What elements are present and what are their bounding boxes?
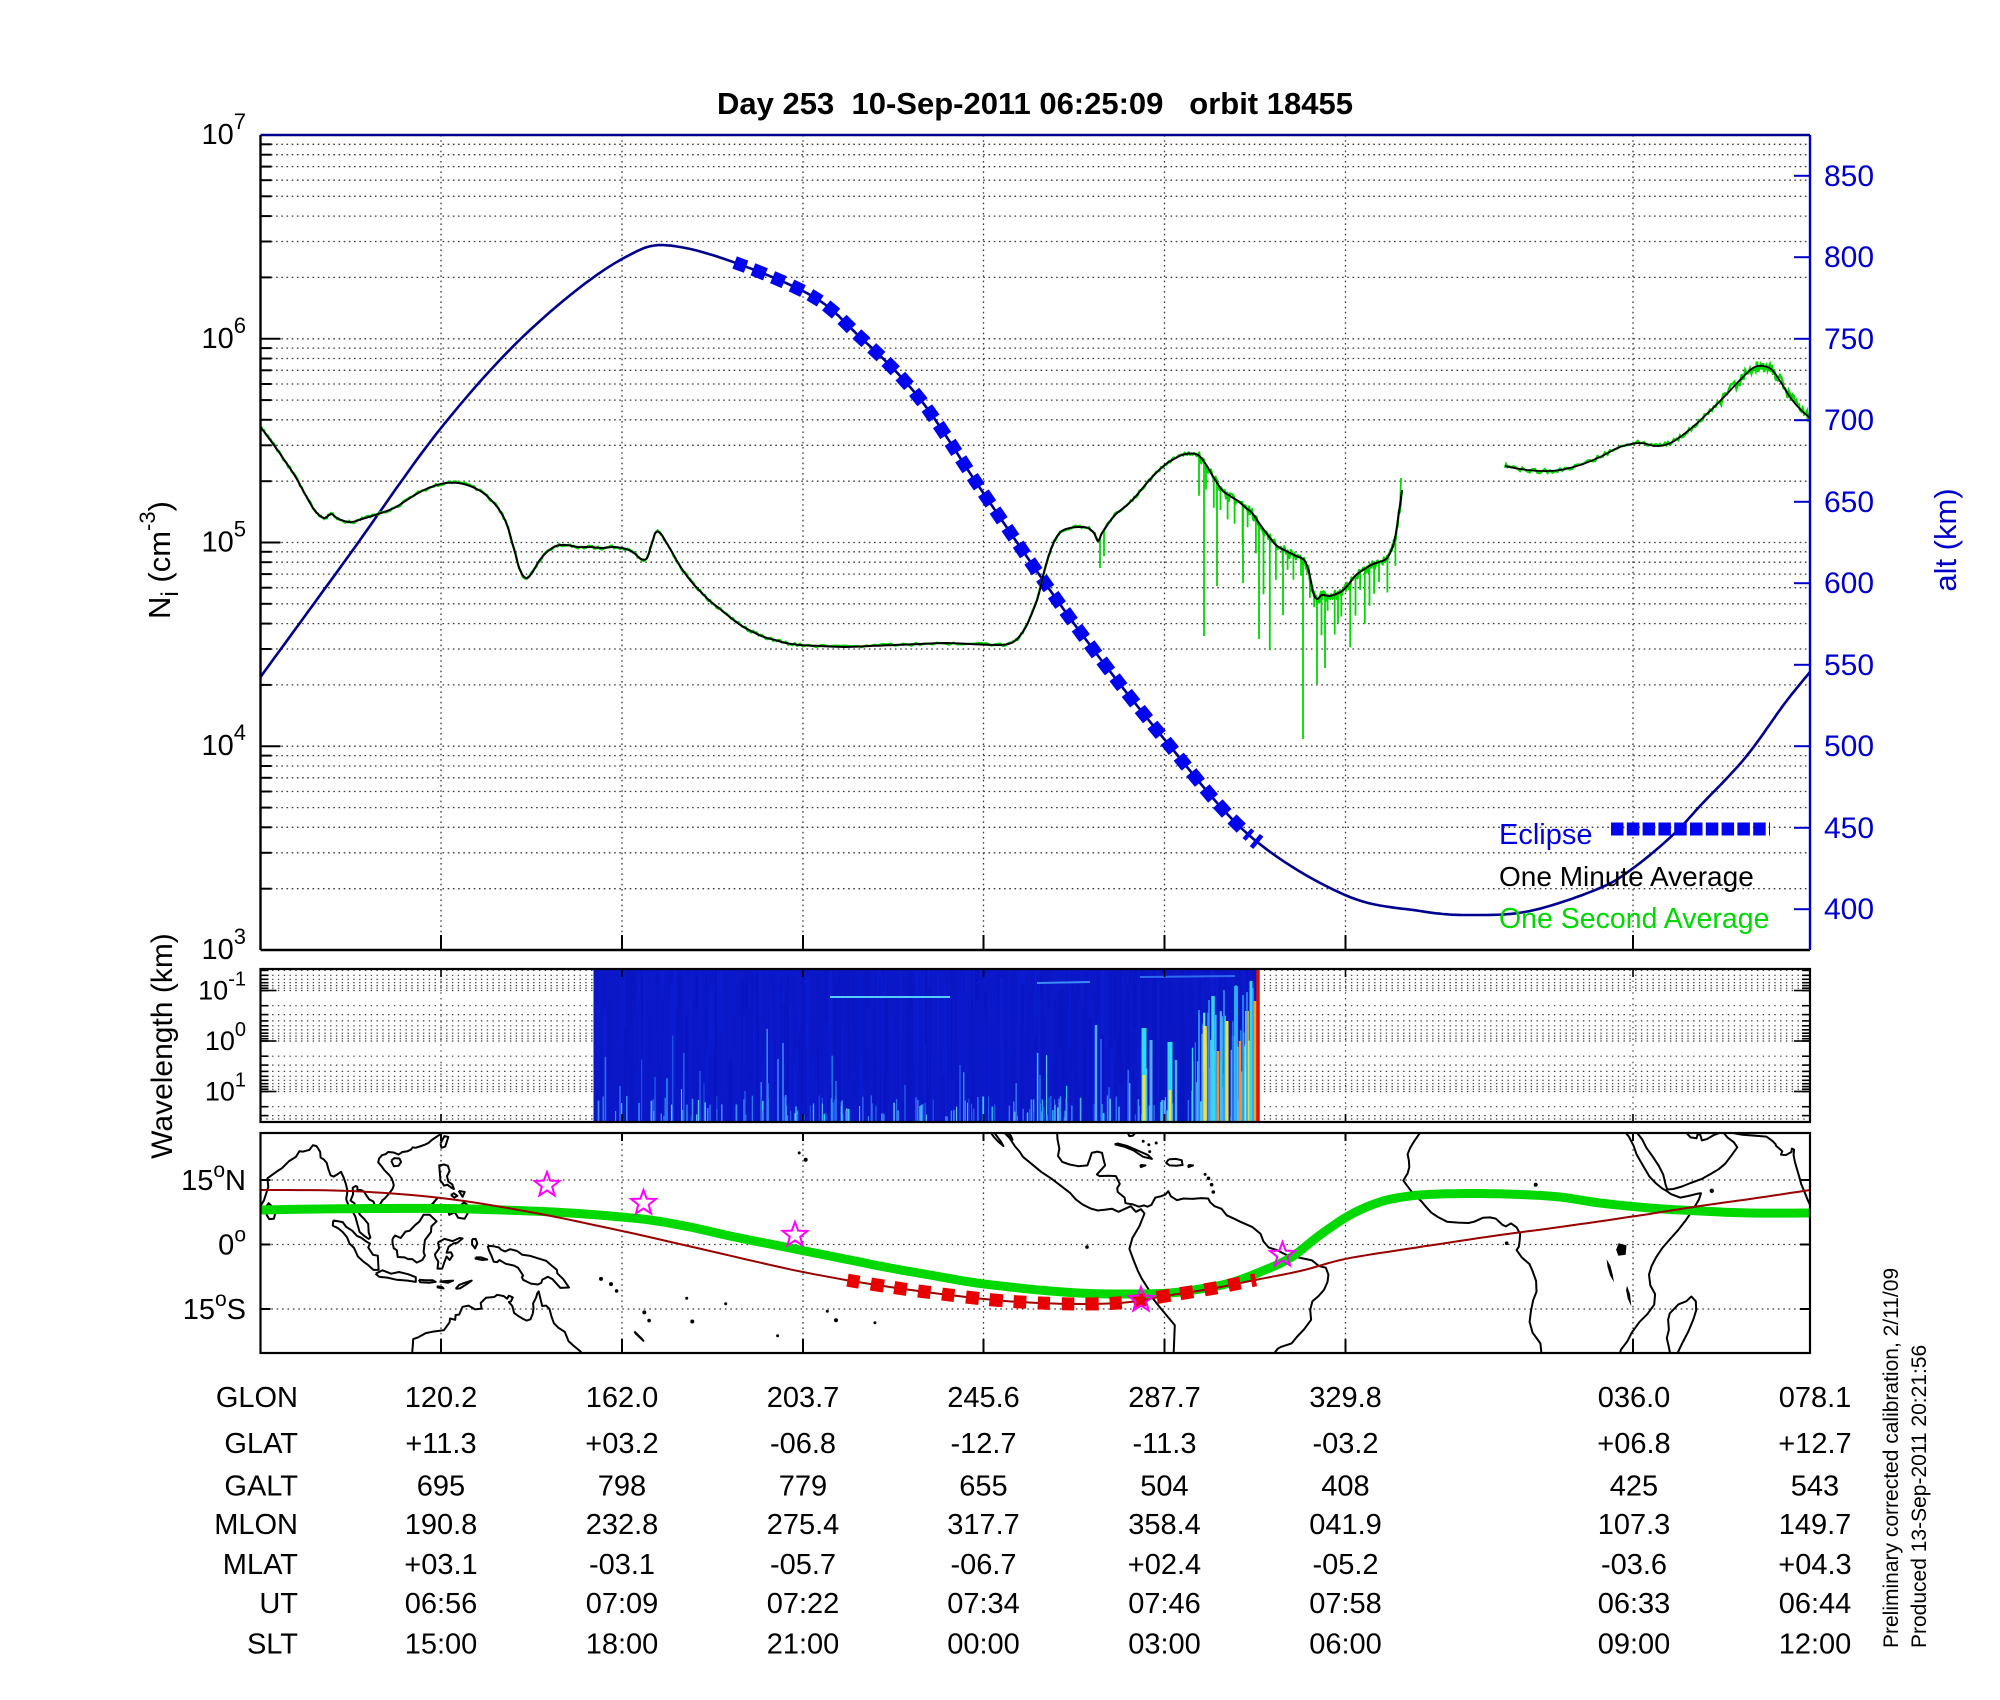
svg-text:09:00: 09:00 [1598, 1629, 1671, 1661]
svg-text:18:00: 18:00 [586, 1629, 659, 1661]
svg-text:06:56: 06:56 [405, 1588, 478, 1620]
svg-text:-05.2: -05.2 [1312, 1549, 1378, 1581]
svg-text:850: 850 [1824, 160, 1874, 193]
svg-text:06:44: 06:44 [1779, 1588, 1852, 1620]
svg-text:190.8: 190.8 [405, 1509, 478, 1541]
svg-text:750: 750 [1824, 323, 1874, 356]
svg-text:700: 700 [1824, 404, 1874, 437]
svg-text:07:34: 07:34 [947, 1588, 1020, 1620]
svg-text:07:58: 07:58 [1309, 1588, 1382, 1620]
svg-text:036.0: 036.0 [1598, 1382, 1671, 1414]
svg-text:162.0: 162.0 [586, 1382, 659, 1414]
svg-text:UT: UT [259, 1588, 298, 1620]
svg-text:GLAT: GLAT [224, 1428, 298, 1460]
svg-text:15:00: 15:00 [405, 1629, 478, 1661]
svg-text:Preliminary corrected calibrat: Preliminary corrected calibration, 2/11/… [1880, 1268, 1903, 1648]
svg-text:+03.1: +03.1 [404, 1549, 477, 1581]
svg-text:504: 504 [1140, 1471, 1188, 1503]
svg-text:21:00: 21:00 [767, 1629, 840, 1661]
svg-text:alt (km): alt (km) [1928, 488, 1963, 591]
svg-text:041.9: 041.9 [1309, 1509, 1382, 1541]
svg-text:07:22: 07:22 [767, 1588, 840, 1620]
svg-text:-03.6: -03.6 [1601, 1549, 1667, 1581]
svg-text:450: 450 [1824, 812, 1874, 845]
svg-text:+12.7: +12.7 [1778, 1428, 1851, 1460]
svg-text:+11.3: +11.3 [405, 1428, 476, 1460]
svg-text:SLT: SLT [247, 1629, 298, 1661]
svg-text:317.7: 317.7 [947, 1509, 1020, 1541]
svg-text:15oS: 15oS [183, 1288, 246, 1326]
svg-text:GALT: GALT [224, 1471, 298, 1503]
svg-text:203.7: 203.7 [767, 1382, 840, 1414]
svg-text:-12.7: -12.7 [950, 1428, 1016, 1460]
svg-text:245.6: 245.6 [947, 1382, 1020, 1414]
svg-text:06:00: 06:00 [1309, 1629, 1382, 1661]
svg-text:03:00: 03:00 [1128, 1629, 1201, 1661]
svg-text:695: 695 [417, 1471, 465, 1503]
svg-text:-06.8: -06.8 [770, 1428, 836, 1460]
svg-text:655: 655 [959, 1471, 1007, 1503]
svg-text:-03.1: -03.1 [589, 1549, 655, 1581]
svg-text:287.7: 287.7 [1128, 1382, 1201, 1414]
svg-text:275.4: 275.4 [767, 1509, 840, 1541]
svg-text:Produced 13-Sep-2011 20:21:56: Produced 13-Sep-2011 20:21:56 [1908, 1345, 1931, 1648]
svg-text:078.1: 078.1 [1779, 1382, 1852, 1414]
svg-text:One Second Average: One Second Average [1499, 903, 1769, 935]
svg-text:798: 798 [598, 1471, 646, 1503]
svg-text:650: 650 [1824, 486, 1874, 519]
svg-text:800: 800 [1824, 241, 1874, 274]
svg-text:07:09: 07:09 [586, 1588, 659, 1620]
svg-text:Wavelength (km): Wavelength (km) [146, 933, 179, 1159]
svg-text:400: 400 [1824, 893, 1874, 926]
svg-text:00:00: 00:00 [947, 1629, 1020, 1661]
svg-text:06:33: 06:33 [1598, 1588, 1671, 1620]
svg-text:12:00: 12:00 [1779, 1629, 1852, 1661]
svg-text:149.7: 149.7 [1779, 1509, 1852, 1541]
svg-text:232.8: 232.8 [586, 1509, 659, 1541]
svg-text:+06.8: +06.8 [1597, 1428, 1670, 1460]
svg-text:329.8: 329.8 [1309, 1382, 1382, 1414]
svg-text:GLON: GLON [216, 1382, 298, 1414]
svg-text:-03.2: -03.2 [1312, 1428, 1378, 1460]
svg-text:-05.7: -05.7 [770, 1549, 836, 1581]
svg-text:+02.4: +02.4 [1128, 1549, 1201, 1581]
svg-text:+04.3: +04.3 [1778, 1549, 1851, 1581]
svg-text:MLON: MLON [214, 1509, 298, 1541]
svg-text:543: 543 [1791, 1471, 1839, 1503]
svg-text:Eclipse: Eclipse [1499, 819, 1593, 851]
svg-text:-11.3: -11.3 [1133, 1428, 1197, 1460]
svg-text:358.4: 358.4 [1128, 1509, 1201, 1541]
svg-text:07:46: 07:46 [1128, 1588, 1201, 1620]
svg-text:10-1: 10-1 [198, 969, 246, 1006]
svg-text:120.2: 120.2 [405, 1382, 478, 1414]
svg-text:779: 779 [779, 1471, 827, 1503]
svg-text:500: 500 [1824, 730, 1874, 763]
svg-text:107.3: 107.3 [1598, 1509, 1671, 1541]
svg-text:425: 425 [1610, 1471, 1658, 1503]
svg-text:MLAT: MLAT [223, 1549, 298, 1581]
svg-text:Day 253 10-Sep-2011 06:25:09: Day 253 10-Sep-2011 06:25:09 orbit 18455 [717, 86, 1353, 121]
svg-text:408: 408 [1321, 1471, 1369, 1503]
svg-text:600: 600 [1824, 567, 1874, 600]
svg-text:+03.2: +03.2 [585, 1428, 658, 1460]
svg-text:One Minute Average: One Minute Average [1499, 861, 1754, 892]
svg-text:550: 550 [1824, 649, 1874, 682]
svg-text:-06.7: -06.7 [950, 1549, 1016, 1581]
